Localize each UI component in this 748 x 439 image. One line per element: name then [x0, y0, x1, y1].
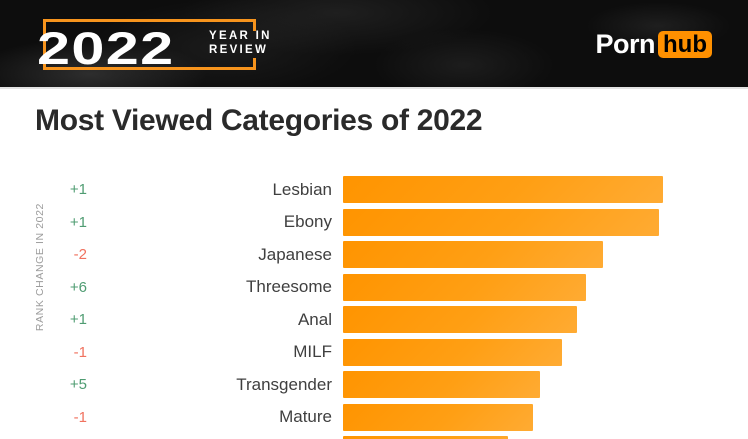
bar-row: +1 Lesbian — [0, 176, 748, 203]
bar — [343, 403, 533, 431]
brand-logo-hub-badge: hub — [658, 31, 712, 58]
page-title: Most Viewed Categories of 2022 — [35, 104, 483, 137]
bar-track — [343, 338, 748, 366]
bar — [343, 176, 663, 203]
bar-row: +1 Anal — [0, 306, 748, 333]
bar-track — [343, 403, 748, 431]
category-label: MILF — [293, 342, 332, 361]
bar-track — [343, 241, 748, 268]
bar-track — [343, 208, 748, 236]
bar — [343, 241, 603, 268]
bar — [343, 273, 586, 301]
category-label: Mature — [279, 407, 332, 426]
category-label: Anal — [297, 309, 332, 329]
rank-change-value: +1 — [69, 213, 87, 231]
category-label: Japanese — [258, 244, 332, 264]
brand-logo: Porn hub — [595, 29, 712, 59]
rank-change-value: +1 — [69, 311, 87, 328]
bar-row: -2 Japanese — [0, 241, 748, 268]
bar — [343, 208, 659, 236]
year-review-logo-tagline: YEAR IN REVIEW — [209, 30, 272, 57]
bar-track — [343, 176, 748, 203]
category-label: Lesbian — [272, 179, 332, 199]
rank-change-value: -2 — [73, 246, 87, 263]
tagline-line1: YEAR IN — [209, 30, 272, 42]
bar — [343, 306, 577, 333]
header-banner: 2022 YEAR IN REVIEW Porn hub — [0, 0, 748, 89]
bar-track — [343, 306, 748, 333]
category-label: Threesome — [246, 277, 332, 296]
bar-row: +5 Transgender — [0, 371, 748, 398]
bar-row: -1 MILF — [0, 338, 748, 366]
rank-change-value: +1 — [69, 181, 87, 198]
bar-row: +6 Threesome — [0, 273, 748, 301]
rank-change-value: -1 — [73, 343, 87, 361]
bar — [343, 436, 508, 439]
bar-track — [343, 273, 748, 301]
category-label: Transgender — [236, 374, 332, 394]
bar-track — [343, 371, 748, 398]
bar — [343, 338, 562, 366]
tagline-line2: REVIEW — [209, 43, 269, 56]
rank-change-value: -1 — [73, 408, 87, 426]
bar — [343, 371, 540, 398]
year-review-logo-frame — [43, 19, 256, 70]
bar-row: -1 Mature — [0, 403, 748, 431]
bar-track — [343, 436, 748, 439]
year-review-logo-year: 2022 — [37, 23, 175, 74]
category-label: Ebony — [283, 212, 332, 231]
rank-change-value: +5 — [69, 376, 87, 393]
bar-row: +1 Ebony — [0, 208, 748, 236]
bar-chart: +1 Lesbian +1 Ebony -2 Japanese +6 Three… — [0, 176, 748, 439]
bar-row — [0, 436, 748, 439]
rank-change-value: +6 — [69, 278, 87, 296]
brand-logo-porn-text: Porn — [595, 29, 656, 59]
